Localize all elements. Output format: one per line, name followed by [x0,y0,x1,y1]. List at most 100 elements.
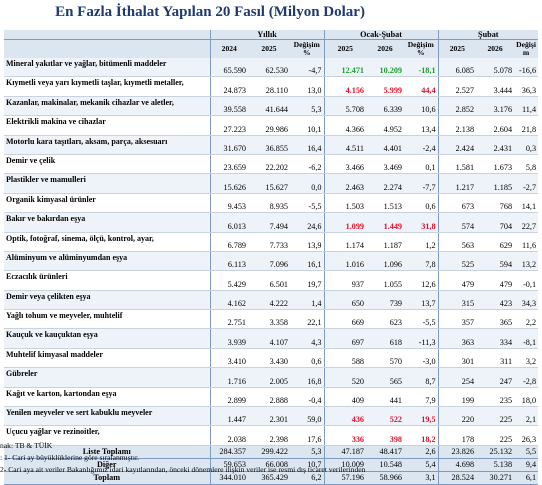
col-ochg-top: Değişim [407,40,434,49]
total-value: 284.357 [209,445,248,459]
cell-value: 768 [476,193,515,214]
cell-value: 199 [437,387,477,408]
table-row: Yağlı tohum ve meyveler, muhtelif 2.751 3.… [4,309,539,330]
cell-value: 22,7 [514,212,539,233]
table-row: Uçucu yağlar ve rezinoitler, 2.038 2.398 17… [4,425,539,446]
cell-value: 39.558 [209,96,248,117]
table-row: Bakır ve bakırdan eşya 6.013 7.494 24,6 1.09… [4,212,539,233]
cell-value: 357 [437,309,477,330]
cell-value: 1.503 [323,193,367,214]
cell-value: 16,1 [290,251,325,272]
cell-value: 6.789 [209,232,248,252]
cell-value: 13,2 [514,251,539,272]
cell-value: 1.096 [366,251,405,272]
cell-value: -2,7 [514,173,539,194]
cell-value: 6.013 [209,212,248,233]
cell-value: -0,4 [290,387,325,408]
cell-value: 16,4 [290,135,325,155]
cell-value: 0,6 [290,348,325,369]
cell-value: 225 [476,425,515,446]
cell-value: 11,6 [514,232,539,252]
header-blank-2 [4,39,210,58]
cell-value: 19,5 [404,406,439,427]
cell-value: 12,6 [404,270,439,291]
cell-value: 22.202 [248,154,290,175]
table-row: Organik kimyasal ürünler 9.453 8.935 -5,5 1.… [4,193,539,214]
total-row: Diğer 59.653 66.008 10,7 10.009 10.548 5,4 4.69… [4,458,539,472]
row-label: Alüminyum ve alüminyumdan eşya [4,251,210,272]
col-chg-top: Değişim [293,40,320,49]
cell-value: 10,1 [290,115,325,136]
table-row: Muhtelif kimyasal maddeler 3.410 3.430 0,6 5… [4,348,539,369]
cell-value: 2.527 [437,76,477,97]
total-value: 10.548 [366,458,405,472]
row-label: Demir ve çelik [4,154,210,175]
cell-value: 3.430 [248,348,290,369]
cell-value: 28.110 [248,76,290,97]
cell-value: -2,4 [404,135,439,155]
cell-value: 4.156 [323,76,367,97]
group-ocak-subat: Ocak-Şubat [323,30,439,40]
cell-value: 1.099 [323,212,367,233]
cell-value: 5.429 [209,270,248,291]
group-header-row: Yıllık Ocak-Şubat Şubat [4,30,539,40]
cell-value: 21,8 [514,115,539,136]
cell-value: 4.162 [209,290,248,311]
cell-value: 650 [323,290,367,311]
cell-value: -7,7 [404,173,439,194]
col-ochg: Değişim% [404,39,439,58]
cell-value: 254 [437,367,477,388]
cell-value: 588 [323,348,367,369]
cell-value: 5.999 [366,76,405,97]
cell-value: 8,7 [404,367,439,388]
table-row: Motorlu kara taşıtları, aksam, parça, ak… [4,135,539,155]
cell-value: -16,6 [514,58,539,78]
cell-value: -18,1 [404,58,439,78]
cell-value: 2.431 [476,135,515,155]
cell-value: 937 [323,270,367,291]
cell-value: 1.447 [209,406,248,427]
cell-value: 247 [476,367,515,388]
total-value: 5,5 [514,445,539,459]
cell-value: 220 [437,406,477,427]
cell-value: 1.055 [366,270,405,291]
cell-value: 4.366 [323,115,367,136]
total-label: Diğer [4,458,210,472]
cell-value: 24,6 [290,212,325,233]
table-row: Kauçuk ve kauçuktan eşya 3.939 4.107 4,3 697… [4,328,539,349]
cell-value: 1,4 [290,290,325,311]
cell-value: -2,8 [514,367,539,388]
column-header-row: 2024 2025 Değişim% 2025 2026 Değişim% 20… [4,39,539,58]
col-y2024: 2024 [209,39,248,58]
cell-value: 27.223 [209,115,248,136]
cell-value: 26,3 [514,425,539,446]
cell-value: 3,2 [514,348,539,369]
cell-value: 409 [323,387,367,408]
cell-value: 311 [476,348,515,369]
cell-value: 4.401 [366,135,405,155]
total-value: 23.826 [437,445,477,459]
cell-value: 574 [437,212,477,233]
cell-value: 31,8 [404,212,439,233]
cell-value: 1.449 [366,212,405,233]
table-row: Elektrikli makina ve cihazlar 27.223 29.98… [4,115,539,136]
row-label: Eczacılık ürünleri [4,270,210,291]
cell-value: 1.513 [366,193,405,214]
table-row: Kıymetli veya yarı kıymetli taşlar, kıym… [4,76,539,97]
cell-value: 18,0 [514,387,539,408]
table-row: Gübreler 1.716 2.005 16,8 520 565 8,7 254 247 -2,… [4,367,539,388]
cell-value: 334 [476,328,515,349]
cell-value: 520 [323,367,367,388]
cell-value: 36,3 [514,76,539,97]
row-label: Demir veya çelikten eşya [4,290,210,311]
row-label: Motorlu kara taşıtları, aksam, parça, ak… [4,135,210,155]
table-row: Yenilen meyveler ve sert kabuklu meyvele… [4,406,539,427]
total-value: 5.138 [476,458,515,472]
table-row: Mineral yakıtlar ve yağlar, bitümenli ma… [4,58,539,78]
row-label: Organik kimyasal ürünler [4,193,210,214]
cell-value: 6.085 [437,58,477,78]
col-s2026: 2026 [476,39,515,58]
cell-value: 23.659 [209,154,248,175]
cell-value: 2.852 [437,96,477,117]
cell-value: 62.530 [248,58,290,78]
